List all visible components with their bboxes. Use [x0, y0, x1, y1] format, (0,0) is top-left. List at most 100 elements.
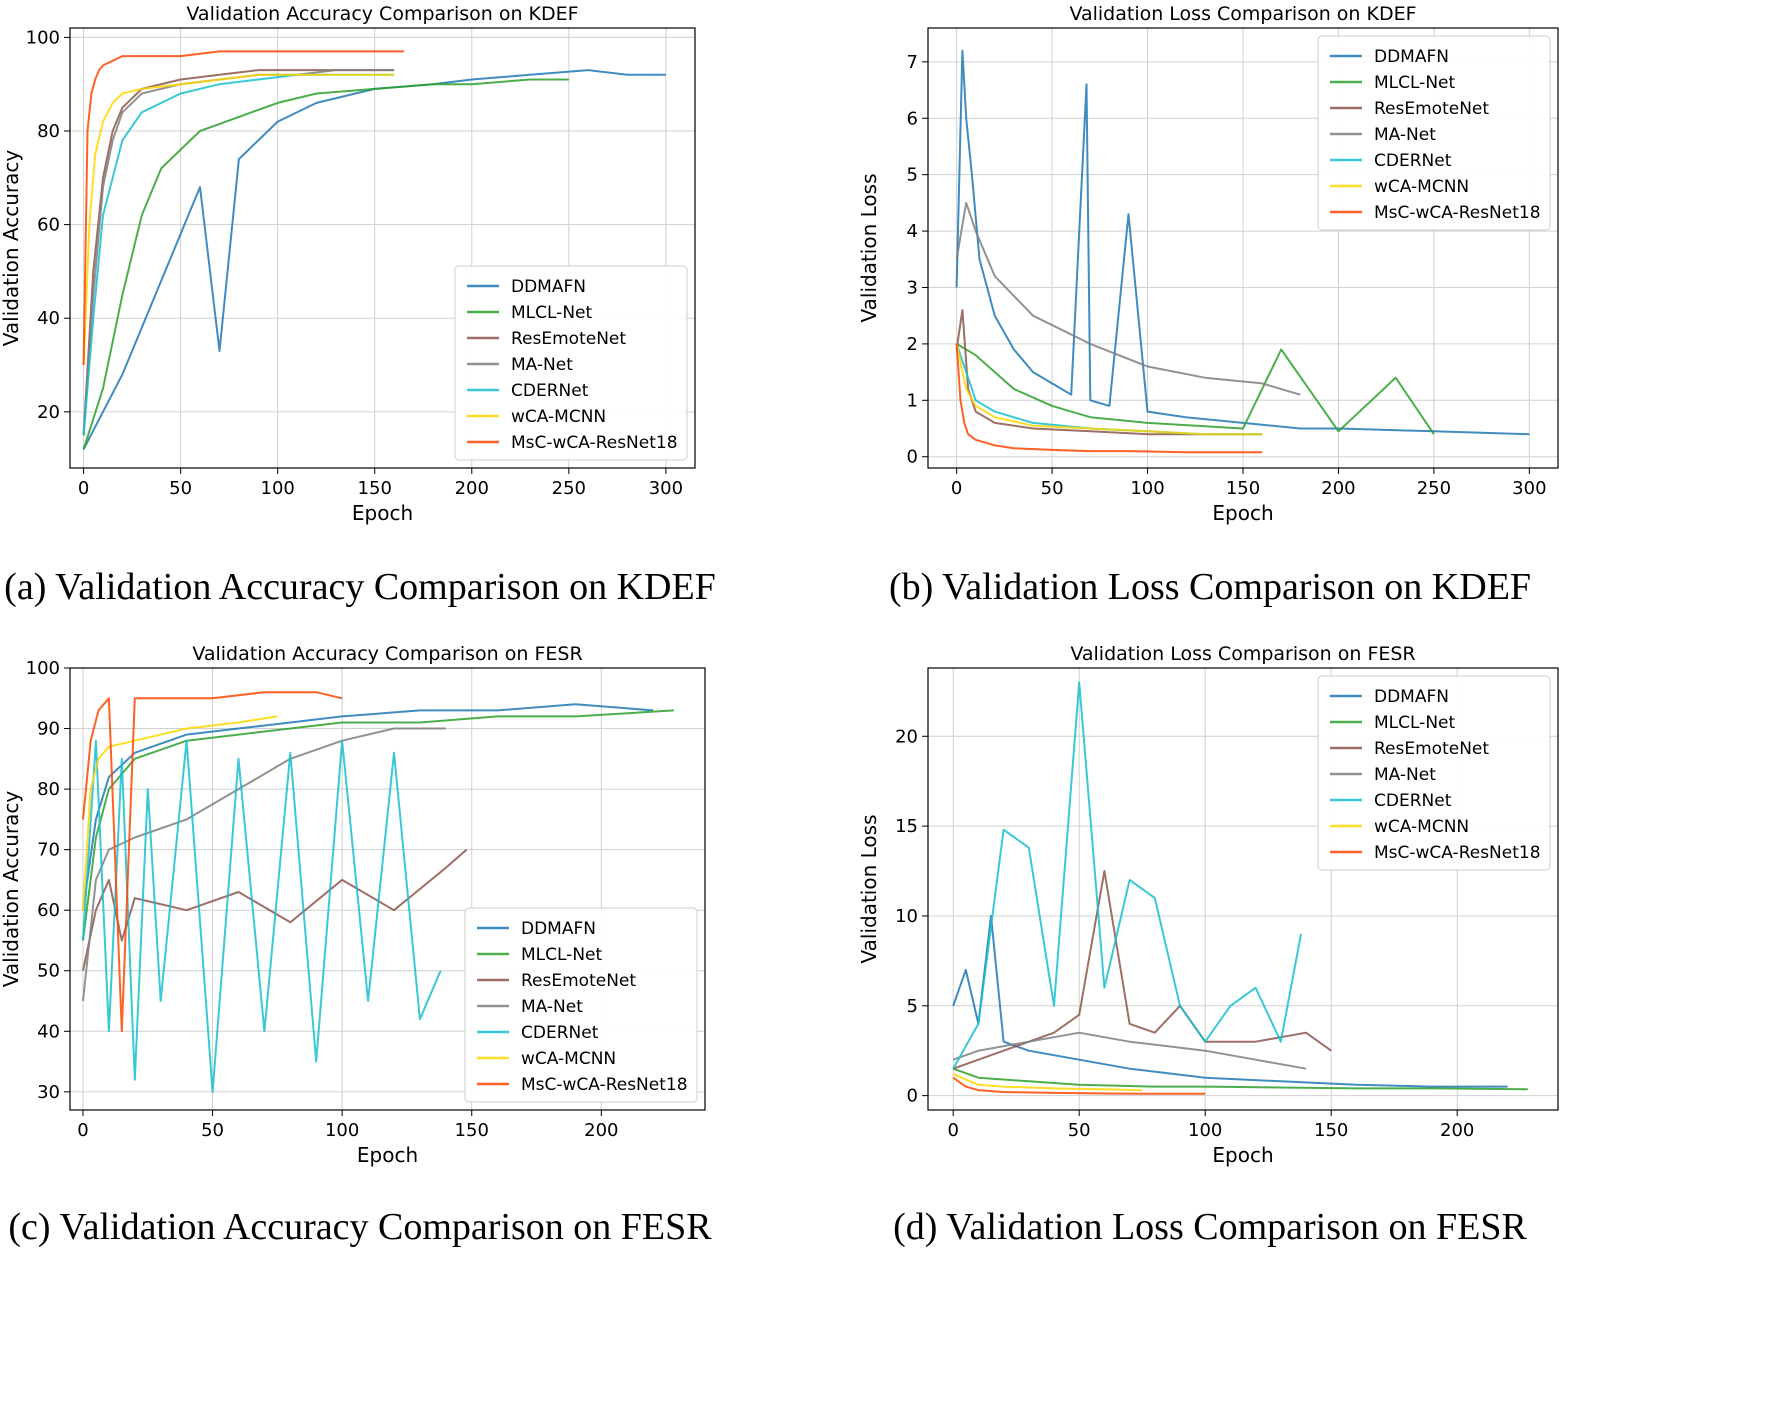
y-tick-label: 70 — [37, 840, 60, 861]
chart-title: Validation Accuracy Comparison on FESR — [192, 643, 582, 665]
y-axis-label: Validation Loss — [857, 174, 881, 323]
legend-label-resemotenet: ResEmoteNet — [521, 971, 636, 991]
series-line-ddmafn — [82, 69, 666, 450]
legend-label-ddmafn: DDMAFN — [521, 919, 596, 939]
y-axis-label: Validation Accuracy — [0, 150, 23, 347]
legend-label-resemotenet: ResEmoteNet — [511, 329, 626, 349]
x-tick-label: 150 — [1226, 478, 1260, 499]
chart-accuracy-kdef: Validation Accuracy Comparison on KDEF 0 5… — [0, 3, 696, 525]
series-group — [82, 50, 666, 450]
legend: DDMAFN MLCL-Net ResEmoteNet MA-Net CDERNet wC… — [1317, 675, 1551, 871]
series-line-wca-mcnn — [952, 1073, 1143, 1092]
series-line-resemotenet — [82, 848, 468, 971]
x-tick-label: 200 — [1321, 478, 1355, 499]
y-tick-label: 15 — [895, 816, 918, 837]
x-tick-label: 0 — [947, 1120, 958, 1141]
legend-label-ma-net: MA-Net — [521, 997, 583, 1017]
legend-box — [454, 265, 688, 461]
series-line-mlcl-net — [82, 78, 569, 450]
legend-label-cdernet: CDERNet — [1374, 151, 1452, 171]
legend-box — [464, 907, 698, 1103]
legend-label-msc-wca-resnet18: MsC-wCA-ResNet18 — [1374, 203, 1541, 223]
x-tick-label: 300 — [1512, 478, 1546, 499]
legend-label-msc-wca-resnet18: MsC-wCA-ResNet18 — [1374, 843, 1541, 863]
x-tick-label: 100 — [1130, 478, 1164, 499]
series-line-mlcl-net — [952, 1067, 1528, 1091]
series-line-ddmafn — [952, 915, 1508, 1088]
x-tick-label: 50 — [169, 478, 192, 499]
series-line-mlcl-net — [82, 709, 674, 941]
series-line-resemotenet — [82, 69, 395, 436]
grid — [70, 28, 695, 468]
legend-box — [1317, 35, 1551, 231]
x-tick-label: 100 — [325, 1120, 359, 1141]
y-tick-label: 100 — [26, 658, 60, 679]
y-tick-label: 3 — [907, 277, 918, 298]
y-tick-label: 40 — [37, 1021, 60, 1042]
y-tick-label: 2 — [907, 334, 918, 355]
x-tick-label: 200 — [584, 1120, 618, 1141]
series-line-msc-wca-resnet18 — [952, 1076, 1206, 1095]
panel-d: Validation Loss Comparison on FESR 0 50 100… — [850, 640, 1570, 1180]
series-line-cdernet — [82, 73, 395, 436]
x-tick-label: 200 — [455, 478, 489, 499]
x-tick-label: 0 — [77, 1120, 88, 1141]
y-tick-label: 60 — [37, 900, 60, 921]
legend-box — [1317, 675, 1551, 871]
y-tick-label: 1 — [907, 390, 918, 411]
grid — [928, 668, 1558, 1110]
panel-b: Validation Loss Comparison on KDEF 0 50 100… — [850, 0, 1570, 540]
x-tick-label: 0 — [951, 478, 962, 499]
series-group — [952, 681, 1528, 1095]
legend: DDMAFN MLCL-Net ResEmoteNet MA-Net CDERNet wC… — [464, 907, 698, 1103]
caption-b: (b) Validation Loss Comparison on KDEF — [888, 566, 1532, 608]
x-axis-label: Epoch — [352, 501, 413, 525]
legend-label-mlcl-net: MLCL-Net — [1374, 73, 1455, 93]
series-line-cdernet — [82, 739, 442, 1093]
x-tick-label: 100 — [261, 478, 295, 499]
series-line-msc-wca-resnet18 — [82, 50, 404, 366]
chart-accuracy-fesr: Validation Accuracy Comparison on FESR 0 5… — [0, 643, 706, 1167]
legend: DDMAFN MLCL-Net ResEmoteNet MA-Net CDERNet wC… — [454, 265, 688, 461]
legend-label-mlcl-net: MLCL-Net — [1374, 713, 1455, 733]
legend-label-mlcl-net: MLCL-Net — [521, 945, 602, 965]
caption-c: (c) Validation Accuracy Comparison on FE… — [8, 1206, 712, 1248]
legend-label-ma-net: MA-Net — [511, 355, 573, 375]
x-tick-label: 0 — [78, 478, 89, 499]
y-tick-label: 80 — [37, 121, 60, 142]
caption-d: (d) Validation Loss Comparison on FESR — [893, 1206, 1527, 1248]
x-axis-label: Epoch — [357, 1143, 418, 1167]
legend-label-ddmafn: DDMAFN — [1374, 47, 1449, 67]
series-line-resemotenet — [952, 870, 1332, 1070]
x-tick-label: 300 — [649, 478, 683, 499]
series-line-msc-wca-resnet18 — [82, 691, 343, 1033]
x-tick-label: 50 — [1041, 478, 1064, 499]
y-tick-label: 20 — [895, 726, 918, 747]
legend-label-cdernet: CDERNet — [511, 381, 589, 401]
x-tick-label: 50 — [201, 1120, 224, 1141]
x-tick-label: 150 — [1314, 1120, 1348, 1141]
plot-frame — [69, 27, 696, 469]
legend-label-ma-net: MA-Net — [1374, 765, 1436, 785]
series-line-cdernet — [952, 681, 1302, 1070]
series-line-resemotenet — [955, 309, 1263, 436]
chart-title: Validation Loss Comparison on FESR — [1070, 643, 1415, 665]
legend-label-mlcl-net: MLCL-Net — [511, 303, 592, 323]
legend-label-ddmafn: DDMAFN — [1374, 687, 1449, 707]
x-tick-label: 250 — [1417, 478, 1451, 499]
y-tick-label: 90 — [37, 719, 60, 740]
legend-label-wca-mcnn: wCA-MCNN — [1374, 177, 1469, 197]
series-line-mlcl-net — [956, 343, 1435, 435]
series-line-ddmafn — [82, 703, 654, 911]
x-tick-label: 250 — [552, 478, 586, 499]
x-tick-label: 50 — [1068, 1120, 1091, 1141]
series-line-wca-mcnn — [82, 715, 278, 911]
x-tick-label: 150 — [358, 478, 392, 499]
series-line-ma-net — [955, 201, 1301, 396]
y-tick-label: 10 — [895, 906, 918, 927]
legend-label-ddmafn: DDMAFN — [511, 277, 586, 297]
chart-title: Validation Accuracy Comparison on KDEF — [186, 3, 578, 25]
legend-label-msc-wca-resnet18: MsC-wCA-ResNet18 — [511, 433, 678, 453]
